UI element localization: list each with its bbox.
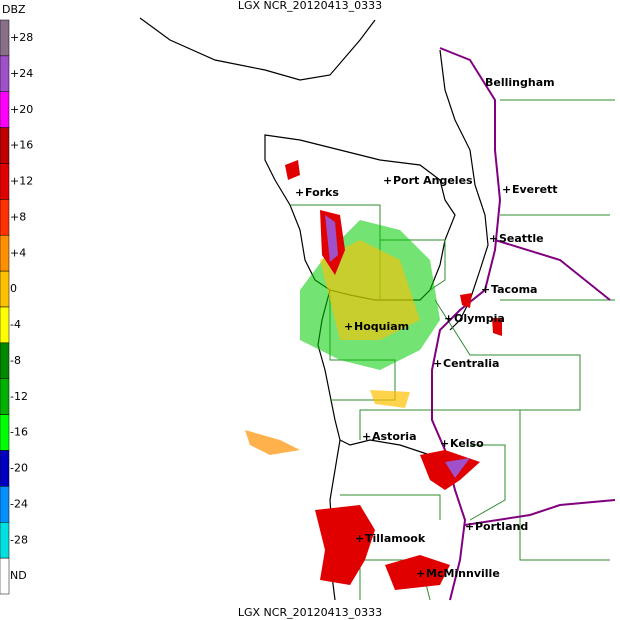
legend-label: +16	[10, 139, 33, 152]
city-label: Olympia	[454, 312, 505, 325]
echo	[325, 215, 338, 262]
city-label: Portland	[475, 520, 528, 533]
city-marker: +	[355, 532, 364, 545]
legend-label: -28	[10, 533, 28, 546]
city-label: Port Angeles	[393, 174, 473, 187]
city-label: Astoria	[372, 430, 417, 443]
echo	[370, 390, 410, 408]
city-label: Everett	[512, 183, 558, 196]
city-marker: +	[344, 320, 353, 333]
city-marker: +	[416, 567, 425, 580]
echo	[385, 555, 450, 590]
map-title: LGX NCR_20120413_0333	[238, 0, 382, 12]
legend-swatch	[0, 91, 10, 128]
legend-label: -4	[10, 318, 21, 331]
legend-swatch	[0, 270, 10, 308]
legend-label: -20	[10, 462, 28, 475]
city-marker: +	[362, 430, 371, 443]
legend-swatch	[0, 342, 10, 379]
legend-swatch	[0, 522, 10, 559]
city-marker: +	[440, 437, 449, 450]
legend-label: +24	[10, 67, 33, 80]
city-label: Kelso	[450, 437, 484, 450]
legend-swatch	[0, 378, 10, 415]
legend-label: +8	[10, 210, 26, 223]
city-label: Hoquiam	[354, 320, 409, 333]
echo	[320, 240, 420, 340]
legend-swatch	[0, 414, 10, 451]
city-label: McMinnville	[426, 567, 500, 580]
city-marker: +	[481, 283, 490, 296]
echo	[492, 318, 502, 336]
legend-swatch	[0, 557, 10, 595]
legend-swatch	[0, 486, 10, 523]
legend-label: +28	[10, 31, 33, 44]
city-marker: +	[502, 183, 511, 196]
echo	[315, 505, 375, 585]
legend-swatch	[0, 55, 10, 92]
city-marker: +	[295, 186, 304, 199]
city-label: Tacoma	[491, 283, 537, 296]
legend-label: -8	[10, 354, 21, 367]
legend-label: +12	[10, 175, 33, 188]
cities: Bellingham+ Port Angeles+ Forks + Everett+ Se…	[295, 76, 558, 580]
legend-swatch	[0, 450, 10, 487]
legend-label: ND	[10, 569, 27, 582]
echo	[460, 293, 472, 308]
city-marker: +	[465, 520, 474, 533]
radar-echoes	[245, 160, 502, 590]
legend-swatch	[0, 199, 10, 236]
echo	[445, 458, 470, 478]
map-footer: LGX NCR_20120413_0333	[238, 606, 382, 619]
echo	[245, 430, 300, 455]
legend-swatch	[0, 306, 10, 344]
legend-label: +20	[10, 103, 33, 116]
legend-unit: DBZ	[2, 3, 26, 16]
legend-swatch	[0, 127, 10, 164]
legend-label: -12	[10, 390, 28, 403]
legend-label: -24	[10, 497, 28, 510]
legend-swatch	[0, 19, 10, 57]
legend-label: +4	[10, 246, 26, 259]
city-label: Tillamook	[365, 532, 426, 545]
city-marker: +	[489, 232, 498, 245]
city-marker: +	[383, 174, 392, 187]
echo	[285, 160, 300, 180]
highways	[431, 47, 616, 601]
legend-swatch	[0, 163, 10, 200]
legend: DBZ +28 +24 +20 +16 +12 +8 +4 0 -4 -8 -12 -16 -20 -24…	[0, 3, 33, 595]
city-label: Centralia	[443, 357, 499, 370]
legend-swatch	[0, 235, 10, 272]
legend-label: 0	[10, 282, 17, 295]
city-label: Seattle	[499, 232, 544, 245]
city-marker: +	[433, 357, 442, 370]
city-label: Forks	[305, 186, 339, 199]
city-marker: +	[444, 312, 453, 325]
legend-label: -16	[10, 426, 28, 439]
city-label: Bellingham	[485, 76, 555, 89]
